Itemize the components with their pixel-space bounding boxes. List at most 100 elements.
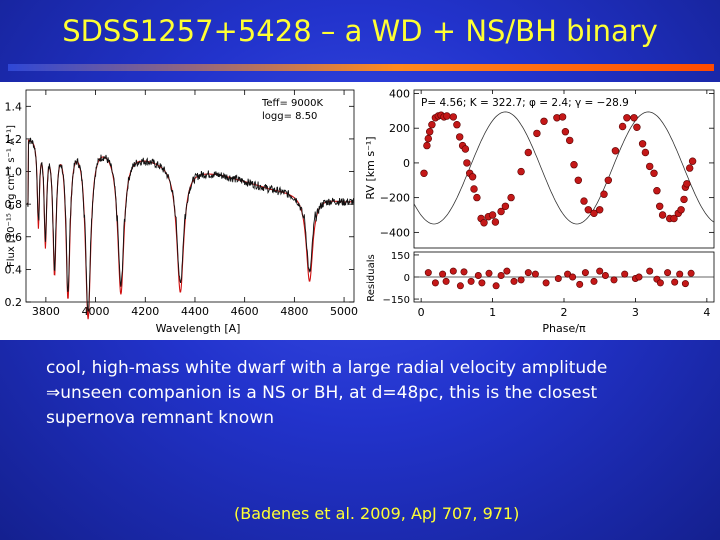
caption-line-2: ⇒unseen companion is a NS or BH, at d=48… bbox=[46, 383, 598, 403]
spectrum-annotation-teff: Teff= 9000K bbox=[261, 98, 323, 109]
rv-point bbox=[524, 148, 532, 157]
residual-point bbox=[517, 276, 525, 284]
rv-point bbox=[641, 148, 650, 157]
rv-model-curve bbox=[413, 111, 715, 225]
rv-y-tick-label: 400 bbox=[389, 87, 410, 100]
rv-point bbox=[428, 120, 436, 129]
slide-title: SDSS1257+5428 – a WD + NS/BH binary bbox=[62, 14, 658, 48]
residual-point bbox=[590, 277, 598, 285]
rv-point bbox=[533, 129, 541, 138]
residual-point bbox=[497, 272, 505, 280]
residuals-y-tick-label: −150 bbox=[383, 295, 410, 306]
residual-point bbox=[460, 268, 468, 276]
rv-y-tick-labels: 400 200 0 −200 −400 bbox=[380, 87, 410, 239]
residual-point bbox=[664, 269, 672, 277]
rv-point bbox=[468, 173, 477, 181]
residual-point bbox=[569, 273, 577, 281]
spectrum-x-tick-label: 4400 bbox=[181, 305, 209, 318]
rv-x-axis-label: Phase/π bbox=[542, 322, 586, 335]
rv-point bbox=[570, 160, 578, 169]
rv-point bbox=[561, 127, 570, 136]
residual-point bbox=[601, 272, 609, 280]
rv-annotation: P= 4.56; K = 322.7; φ = 2.4; γ = −28.9 bbox=[421, 97, 629, 109]
spectrum-x-tick-label: 4600 bbox=[231, 305, 259, 318]
residual-point bbox=[467, 277, 475, 285]
figure-svg: 3800 4000 4200 4400 4600 4800 5000 0.20.40.60.… bbox=[5, 87, 715, 335]
rv-point bbox=[590, 209, 598, 218]
spectrum-x-tick-label: 4800 bbox=[280, 305, 308, 318]
rv-x-tick-label: 3 bbox=[632, 306, 639, 319]
rv-point bbox=[653, 186, 661, 195]
residual-point bbox=[474, 272, 482, 280]
rv-point bbox=[685, 164, 694, 172]
rv-point bbox=[517, 167, 525, 176]
residual-point bbox=[646, 267, 654, 275]
rv-point bbox=[480, 219, 488, 227]
residuals-data-points bbox=[424, 267, 695, 290]
rv-point bbox=[600, 190, 608, 198]
residual-point bbox=[656, 279, 664, 287]
residual-point bbox=[596, 267, 604, 275]
citation: (Badenes et al. 2009, ApJ 707, 971) bbox=[234, 504, 520, 523]
rv-point bbox=[424, 134, 432, 143]
rv-point bbox=[683, 180, 691, 188]
spectrum-y-tick-label: 0.8 bbox=[5, 198, 23, 211]
rv-point bbox=[574, 176, 582, 185]
rv-point bbox=[497, 207, 505, 216]
residual-point bbox=[456, 282, 464, 290]
spectrum-data-line bbox=[26, 137, 354, 313]
spectrum-y-tick-label: 0.2 bbox=[5, 296, 23, 309]
residual-point bbox=[510, 277, 518, 285]
spectrum-y-tick-labels: 0.2 0.4 0.6 0.8 1.0 1.2 1.4 bbox=[5, 100, 23, 309]
rv-point bbox=[461, 145, 470, 153]
rv-point bbox=[565, 136, 574, 145]
rv-point bbox=[623, 114, 631, 122]
residual-point bbox=[671, 278, 679, 286]
rv-x-tick-label: 1 bbox=[489, 306, 496, 319]
spectrum-y-tick-label: 0.6 bbox=[5, 231, 23, 244]
rv-y-axis-label: RV [km s⁻¹] bbox=[364, 136, 377, 199]
rv-point bbox=[501, 202, 510, 211]
rv-point bbox=[420, 169, 428, 178]
rv-point bbox=[645, 162, 654, 171]
caption-line-1: cool, high-mass white dwarf with a large… bbox=[46, 358, 608, 378]
rv-y-tick-label: −200 bbox=[380, 192, 410, 205]
rv-point bbox=[680, 195, 688, 204]
spectrum-y-tick-label: 0.4 bbox=[5, 263, 23, 276]
residuals-y-tick-label: 150 bbox=[391, 251, 410, 262]
residual-point bbox=[424, 269, 432, 277]
rv-point bbox=[453, 120, 461, 129]
rv-point bbox=[650, 169, 658, 178]
spectrum-y-tick-label: 1.4 bbox=[5, 100, 23, 113]
rv-x-tick-label: 4 bbox=[703, 306, 710, 319]
spectrum-x-tick-label: 4000 bbox=[82, 305, 110, 318]
rv-point bbox=[423, 141, 431, 150]
rv-point bbox=[658, 211, 667, 219]
rv-point bbox=[540, 117, 548, 125]
rv-point bbox=[473, 193, 481, 202]
spectrum-x-tick-label: 3800 bbox=[32, 305, 60, 318]
rv-point bbox=[443, 112, 451, 120]
rv-point bbox=[633, 123, 641, 131]
rv-point bbox=[470, 185, 478, 193]
spectrum-y-axis-label: Flux [10⁻¹⁵ erg cm⁻² s⁻¹ A⁻¹] bbox=[6, 125, 17, 267]
title-underline bbox=[8, 64, 714, 71]
rv-x-tick-labels: 0 1 2 3 4 bbox=[418, 306, 711, 319]
rv-point bbox=[611, 147, 620, 155]
residuals-y-tick-label: 0 bbox=[404, 273, 410, 284]
residual-point bbox=[524, 269, 532, 277]
rv-point bbox=[604, 176, 612, 185]
rv-point bbox=[630, 114, 638, 122]
spectrum-y-tick-label: 1.2 bbox=[5, 133, 23, 146]
residual-point bbox=[554, 275, 562, 283]
rv-point bbox=[426, 127, 434, 136]
rv-point bbox=[688, 157, 697, 165]
residual-point bbox=[610, 276, 618, 284]
spectrum-y-tick-label: 1.0 bbox=[5, 166, 23, 179]
residual-point bbox=[485, 269, 493, 277]
rv-point bbox=[584, 206, 592, 214]
spectrum-x-tick-label: 5000 bbox=[330, 305, 358, 318]
spectrum-x-tick-labels: 3800 4000 4200 4400 4600 4800 5000 bbox=[32, 305, 358, 318]
rv-point bbox=[507, 193, 515, 202]
rv-point bbox=[677, 206, 685, 214]
